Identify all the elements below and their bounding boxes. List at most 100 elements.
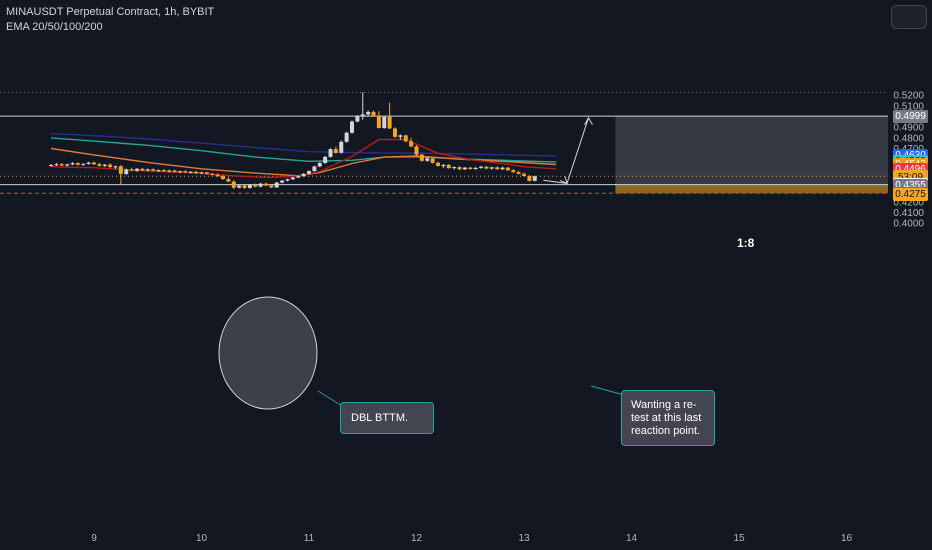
candle[interactable] bbox=[210, 172, 215, 176]
candle[interactable] bbox=[199, 171, 204, 175]
candle[interactable] bbox=[307, 170, 311, 175]
candle[interactable] bbox=[344, 131, 349, 143]
candle[interactable] bbox=[204, 171, 209, 175]
candle[interactable] bbox=[446, 164, 451, 169]
candle[interactable] bbox=[285, 178, 290, 182]
candle[interactable] bbox=[86, 161, 91, 165]
candle[interactable] bbox=[495, 166, 500, 170]
candle[interactable] bbox=[75, 162, 80, 166]
double-bottom-callout[interactable]: DBL BTTM. bbox=[340, 402, 434, 434]
candle[interactable] bbox=[49, 164, 53, 167]
candle[interactable] bbox=[371, 110, 376, 117]
candle[interactable] bbox=[317, 162, 322, 168]
candle[interactable] bbox=[188, 171, 193, 174]
candle[interactable] bbox=[92, 161, 96, 165]
candle[interactable] bbox=[247, 184, 252, 189]
candle[interactable] bbox=[360, 92, 365, 120]
candle[interactable] bbox=[156, 169, 161, 173]
candle[interactable] bbox=[505, 166, 510, 171]
candle[interactable] bbox=[403, 134, 408, 143]
candle[interactable] bbox=[462, 167, 467, 170]
candle[interactable] bbox=[366, 110, 371, 117]
candle[interactable] bbox=[398, 134, 403, 141]
candle[interactable] bbox=[430, 157, 435, 164]
candle[interactable] bbox=[296, 175, 301, 179]
chart-settings-button[interactable] bbox=[891, 5, 927, 29]
candle[interactable] bbox=[333, 146, 338, 154]
candle[interactable] bbox=[172, 169, 177, 173]
candle[interactable] bbox=[59, 162, 64, 167]
candle[interactable] bbox=[161, 169, 166, 172]
candle[interactable] bbox=[355, 115, 360, 123]
candle[interactable] bbox=[452, 166, 457, 170]
candle[interactable] bbox=[108, 163, 113, 168]
candle[interactable] bbox=[65, 163, 70, 167]
candle[interactable] bbox=[532, 175, 537, 182]
candle[interactable] bbox=[339, 140, 344, 154]
ema100-line[interactable] bbox=[50, 137, 557, 163]
candle[interactable] bbox=[237, 184, 242, 189]
ema50-line[interactable] bbox=[50, 147, 557, 177]
candle[interactable] bbox=[113, 165, 118, 169]
candle[interactable] bbox=[323, 156, 328, 164]
candle[interactable] bbox=[414, 145, 419, 156]
candle[interactable] bbox=[489, 166, 494, 170]
ema200-line[interactable] bbox=[50, 132, 557, 157]
candle[interactable] bbox=[301, 173, 306, 177]
candle[interactable] bbox=[419, 153, 424, 162]
candle[interactable] bbox=[226, 177, 231, 183]
candle[interactable] bbox=[376, 111, 381, 129]
candle[interactable] bbox=[264, 182, 268, 187]
candle[interactable] bbox=[280, 179, 285, 184]
candle[interactable] bbox=[290, 176, 295, 181]
candle[interactable] bbox=[484, 166, 489, 170]
candle[interactable] bbox=[522, 172, 526, 177]
candle[interactable] bbox=[221, 174, 225, 180]
candle[interactable] bbox=[409, 137, 414, 148]
candle[interactable] bbox=[140, 167, 145, 172]
candle[interactable] bbox=[457, 166, 462, 170]
candle[interactable] bbox=[167, 169, 172, 173]
candle[interactable] bbox=[479, 165, 483, 169]
candle[interactable] bbox=[118, 164, 123, 185]
candle[interactable] bbox=[473, 167, 478, 170]
candle[interactable] bbox=[97, 162, 102, 167]
candle[interactable] bbox=[258, 182, 263, 188]
candle[interactable] bbox=[81, 163, 86, 166]
projection-path[interactable] bbox=[543, 117, 589, 184]
candle[interactable] bbox=[151, 168, 156, 172]
candle[interactable] bbox=[129, 167, 134, 172]
candle[interactable] bbox=[468, 166, 473, 170]
candle[interactable] bbox=[269, 184, 274, 189]
candle[interactable] bbox=[54, 162, 59, 166]
candle[interactable] bbox=[441, 164, 446, 168]
candle[interactable] bbox=[527, 175, 532, 182]
candle[interactable] bbox=[215, 173, 220, 177]
candle[interactable] bbox=[183, 170, 188, 174]
candle[interactable] bbox=[102, 164, 107, 168]
candle[interactable] bbox=[500, 166, 505, 170]
candle[interactable] bbox=[242, 184, 247, 189]
candle[interactable] bbox=[124, 168, 129, 176]
candle[interactable] bbox=[425, 157, 430, 162]
candle[interactable] bbox=[393, 127, 397, 138]
candle[interactable] bbox=[274, 181, 279, 188]
retest-callout[interactable]: Wanting a re- test at this last reaction… bbox=[621, 390, 715, 446]
candle[interactable] bbox=[194, 170, 199, 174]
candle[interactable] bbox=[436, 161, 440, 167]
candle[interactable] bbox=[231, 180, 236, 190]
candle[interactable] bbox=[516, 170, 521, 175]
candle[interactable] bbox=[135, 168, 139, 172]
candle[interactable] bbox=[328, 148, 333, 158]
candle[interactable] bbox=[253, 183, 258, 188]
candle[interactable] bbox=[382, 116, 387, 129]
candle[interactable] bbox=[70, 162, 75, 166]
indicator-legend[interactable]: EMA 20/50/100/200 bbox=[6, 21, 103, 33]
candle[interactable] bbox=[511, 168, 516, 173]
candle[interactable] bbox=[387, 102, 392, 130]
candle[interactable] bbox=[312, 165, 317, 172]
candle[interactable] bbox=[178, 170, 182, 173]
candle[interactable] bbox=[350, 120, 354, 134]
candle[interactable] bbox=[145, 168, 150, 172]
